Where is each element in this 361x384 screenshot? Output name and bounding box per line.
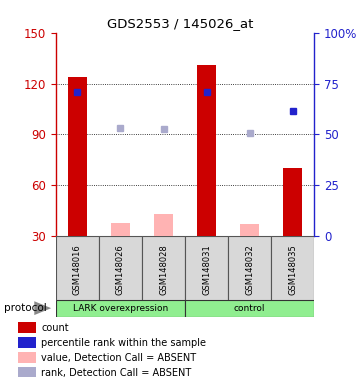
Text: value, Detection Call = ABSENT: value, Detection Call = ABSENT	[41, 353, 196, 363]
Bar	[18, 352, 36, 362]
Text: GDS2553 / 145026_at: GDS2553 / 145026_at	[107, 17, 254, 30]
Text: GSM148028: GSM148028	[159, 244, 168, 295]
Text: percentile rank within the sample: percentile rank within the sample	[41, 338, 206, 348]
Bar	[142, 236, 185, 300]
Text: GSM148035: GSM148035	[288, 244, 297, 295]
Bar	[99, 236, 142, 300]
Bar	[111, 223, 130, 236]
Bar	[68, 77, 87, 236]
Bar	[185, 300, 314, 317]
Text: LARK overexpression: LARK overexpression	[73, 304, 168, 313]
Bar	[240, 224, 259, 236]
Bar	[18, 337, 36, 348]
Bar	[56, 236, 99, 300]
Text: GSM148016: GSM148016	[73, 244, 82, 295]
Bar	[271, 236, 314, 300]
Text: control: control	[234, 304, 265, 313]
Bar	[56, 300, 185, 317]
Text: rank, Detection Call = ABSENT: rank, Detection Call = ABSENT	[41, 368, 192, 378]
Bar	[228, 236, 271, 300]
Text: count: count	[41, 323, 69, 333]
Bar	[154, 214, 173, 236]
Bar	[18, 367, 36, 377]
Text: GSM148026: GSM148026	[116, 244, 125, 295]
Bar	[283, 168, 302, 236]
Text: GSM148031: GSM148031	[202, 244, 211, 295]
Text: GSM148032: GSM148032	[245, 244, 254, 295]
Bar	[197, 65, 216, 236]
Bar	[185, 236, 228, 300]
Polygon shape	[34, 301, 51, 315]
Bar	[18, 322, 36, 333]
Text: protocol: protocol	[4, 303, 46, 313]
